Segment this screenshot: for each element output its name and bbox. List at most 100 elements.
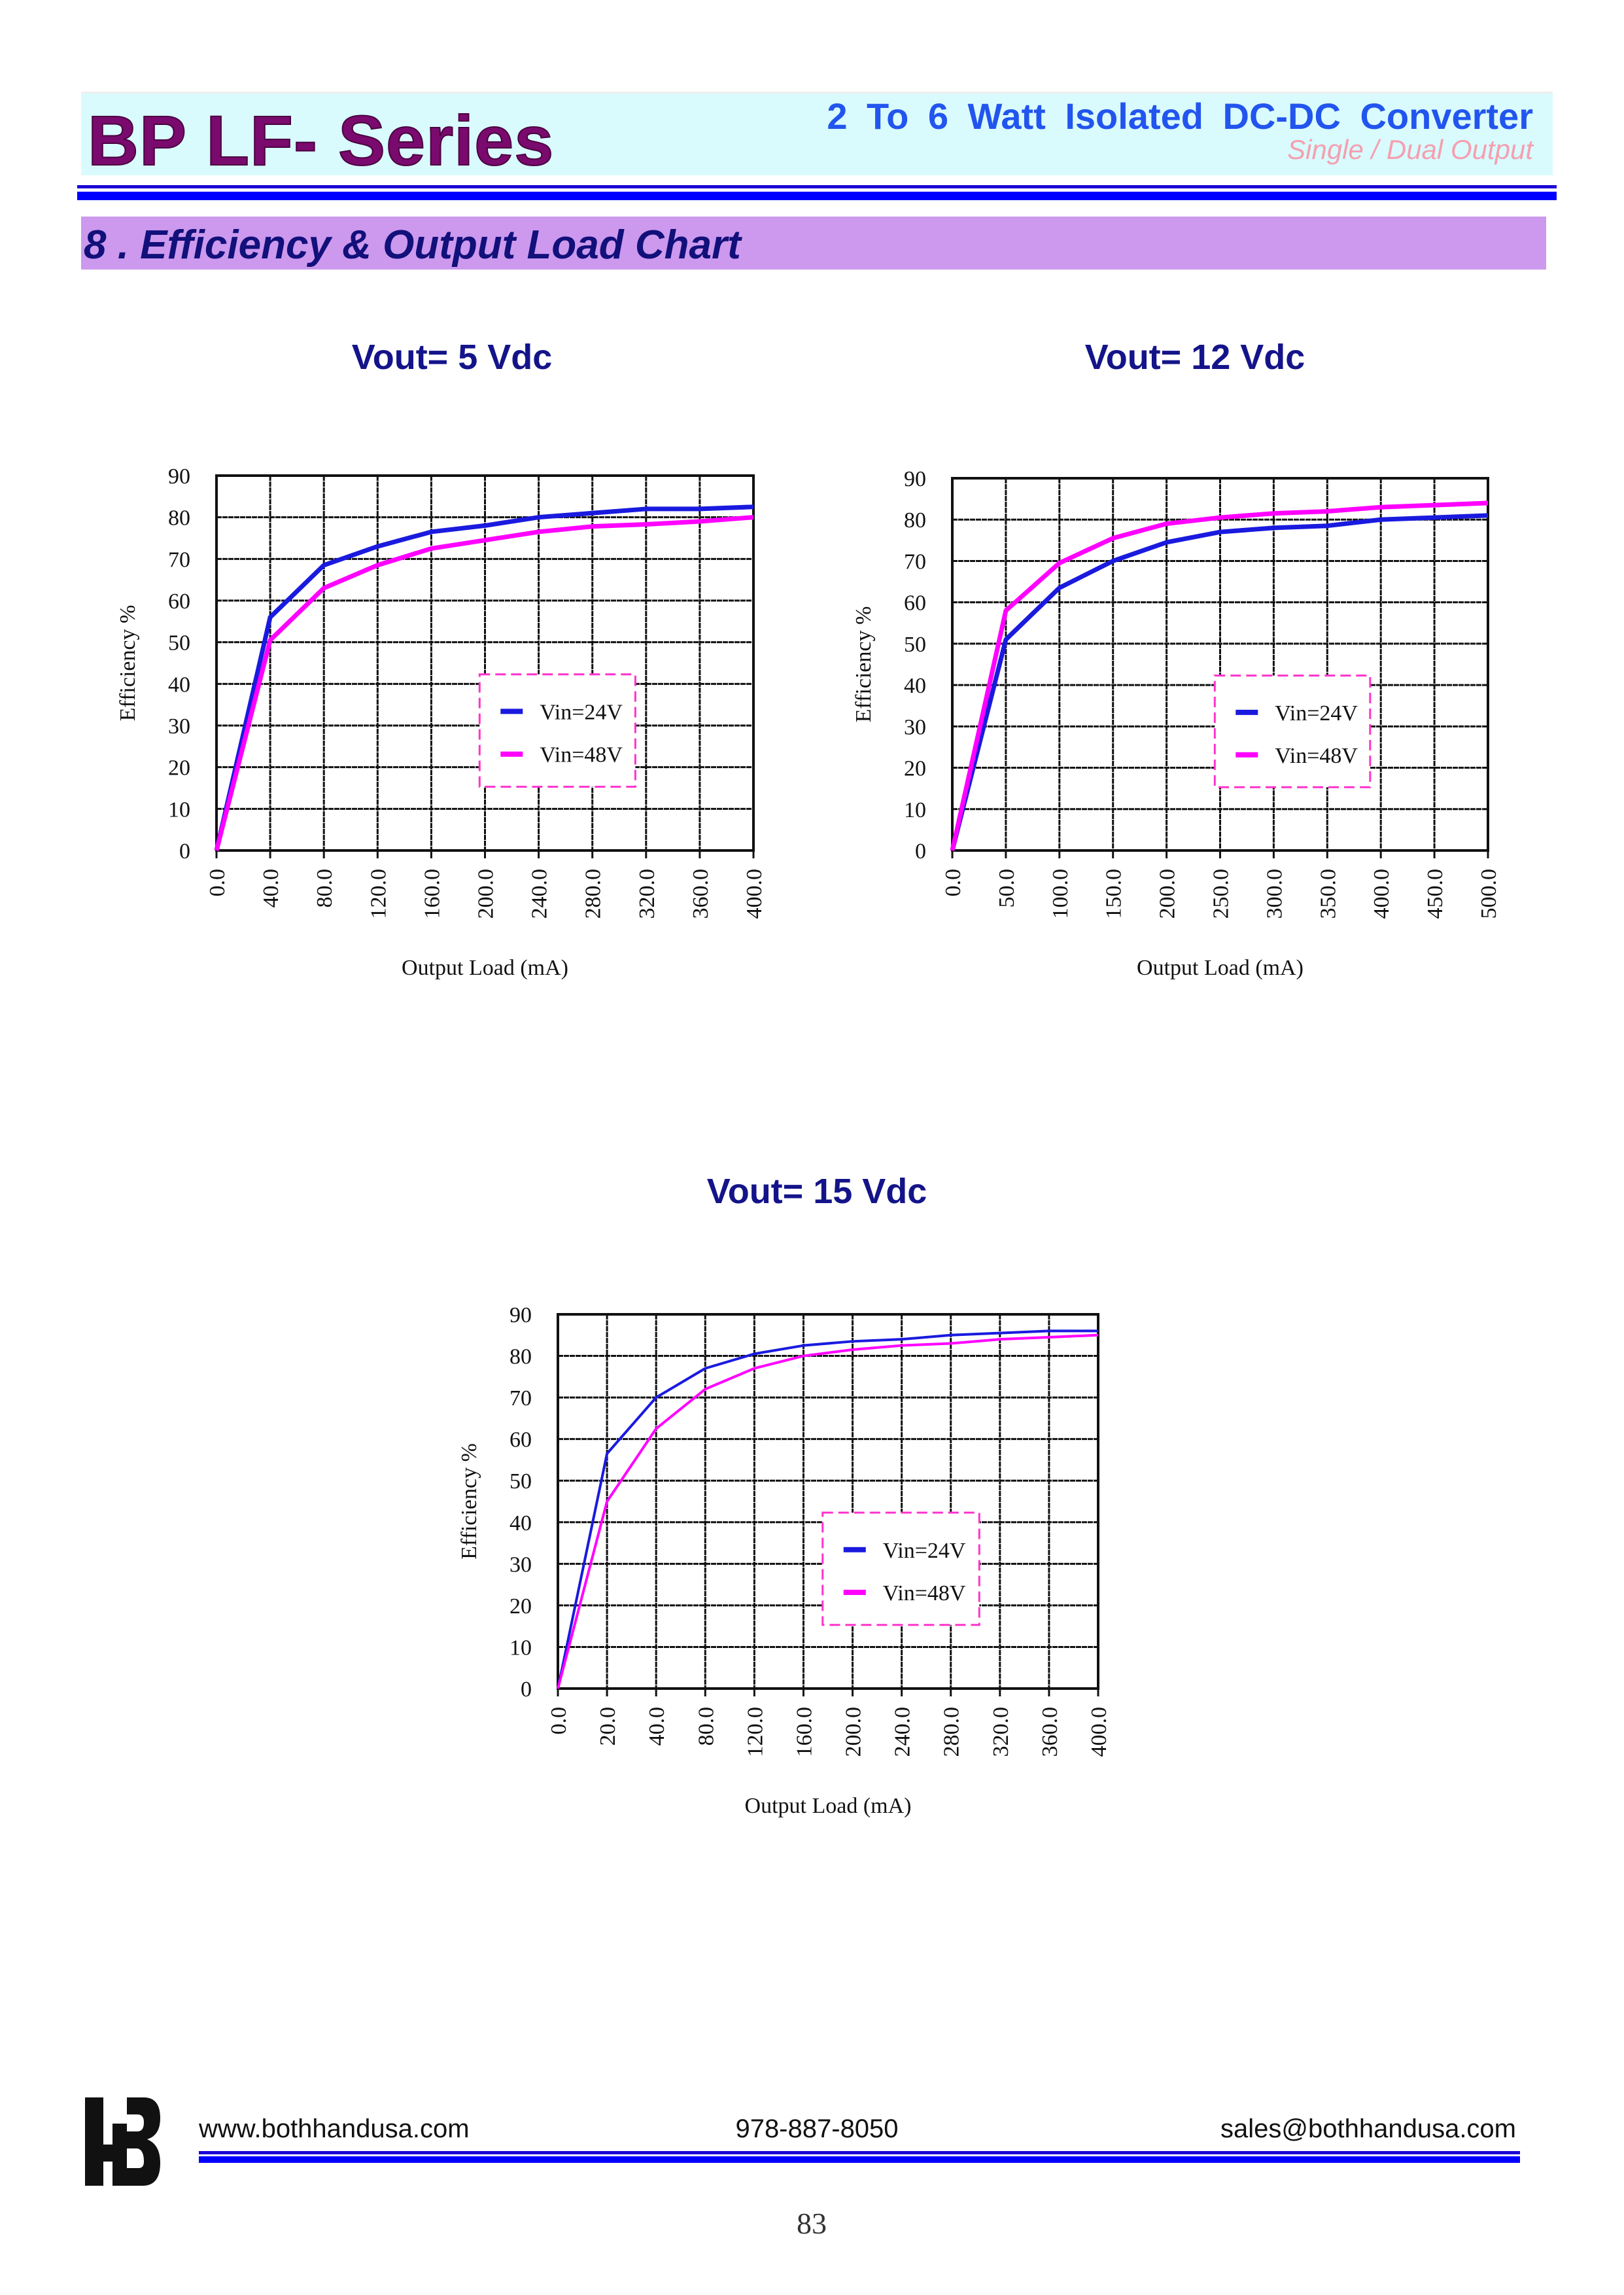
x-axis-label: Output Load (mA) <box>745 1794 912 1818</box>
x-tick-label: 320.0 <box>635 869 659 919</box>
x-tick-label: 0.0 <box>205 869 230 897</box>
chart-title-12v: Vout= 12 Vdc <box>1084 338 1305 377</box>
footer-divider-thin <box>199 2151 1520 2154</box>
y-tick-label: 0 <box>179 839 190 864</box>
footer-email[interactable]: sales@bothhandusa.com <box>1220 2114 1516 2143</box>
y-tick-label: 30 <box>510 1552 532 1577</box>
legend: Vin=24V Vin=48V <box>821 1511 980 1626</box>
y-axis-label: Efficiency % <box>852 606 876 723</box>
y-tick-label: 80 <box>510 1345 532 1369</box>
x-tick-label: 50.0 <box>995 869 1019 908</box>
x-tick-label: 160.0 <box>420 869 444 919</box>
x-tick-label: 200.0 <box>1156 869 1180 919</box>
section-title: 8 . Efficiency & Output Load Chart <box>84 222 741 268</box>
y-tick-label: 60 <box>168 589 190 614</box>
legend: Vin=24V Vin=48V <box>1213 674 1372 788</box>
y-tick-label: 90 <box>904 467 926 491</box>
series-title: BP LF- Series <box>87 101 555 180</box>
efficiency-chart-15v: 0 10 20 30 40 50 60 70 80 90 0.0 20.0 40.0 80.0 120.0 1… <box>457 1303 1111 1818</box>
x-tick-label: 360.0 <box>1038 1707 1062 1757</box>
y-tick-label: 10 <box>168 797 190 822</box>
x-tick-label: 300.0 <box>1262 869 1287 919</box>
header-divider-thin <box>77 185 1557 188</box>
series-line-vin48v <box>557 1333 1099 1689</box>
x-tick-label: 500.0 <box>1477 869 1501 919</box>
x-tick-label: 400.0 <box>1370 869 1394 919</box>
x-tick-label: 360.0 <box>689 869 713 919</box>
x-tick-label: 400.0 <box>1087 1707 1111 1757</box>
legend-label: Vin=24V <box>540 700 623 724</box>
plot-frame <box>557 1313 1099 1690</box>
x-tick-label: 280.0 <box>940 1707 964 1757</box>
x-tick-label: 100.0 <box>1048 869 1073 919</box>
x-tick-label: 80.0 <box>313 869 337 908</box>
footer-website[interactable]: www.bothhandusa.com <box>199 2114 470 2143</box>
y-tick-label: 60 <box>904 591 926 616</box>
y-tick-label: 50 <box>904 633 926 657</box>
x-tick-label: 80.0 <box>694 1707 718 1746</box>
legend-label: Vin=48V <box>1275 744 1358 768</box>
page-number: 83 <box>797 2207 827 2240</box>
y-axis-label: Efficiency % <box>116 605 140 722</box>
legend-label: Vin=48V <box>540 743 623 767</box>
chart-title-15v: Vout= 15 Vdc <box>706 1172 927 1211</box>
x-tick-label: 400.0 <box>742 869 767 919</box>
chart-svg: 0 10 20 30 40 50 60 70 80 90 0.0 40.0 80.0 120.0 160.0… <box>116 464 767 980</box>
x-tick-label: 0.0 <box>941 869 965 897</box>
series-line-vin48v <box>214 515 754 851</box>
product-subtitle: 2 To 6 Watt Isolated DC-DC Converter <box>827 96 1533 137</box>
efficiency-chart-5v: 0 10 20 30 40 50 60 70 80 90 0.0 40.0 80.0 120.0 160.0… <box>116 464 767 980</box>
y-tick-label: 0 <box>915 839 926 864</box>
y-tick-label: 90 <box>510 1303 532 1327</box>
y-tick-label: 40 <box>168 673 190 697</box>
chart-svg: 0 10 20 30 40 50 60 70 80 90 0.0 20.0 40.0 80.0 120.0 1… <box>457 1303 1111 1818</box>
x-axis-label: Output Load (mA) <box>1137 956 1304 980</box>
y-tick-label: 80 <box>168 506 190 531</box>
x-tick-label: 200.0 <box>474 869 498 919</box>
x-tick-label: 200.0 <box>842 1707 866 1757</box>
y-tick-label: 70 <box>168 548 190 572</box>
x-tick-label: 240.0 <box>528 869 552 919</box>
series-line-vin24v <box>557 1329 1098 1689</box>
y-tick-label: 0 <box>521 1677 532 1702</box>
x-tick-label: 0.0 <box>547 1707 571 1735</box>
series-line-vin24v <box>214 504 754 851</box>
x-tick-label: 160.0 <box>792 1707 816 1757</box>
x-tick-label: 120.0 <box>366 869 390 919</box>
x-tick-label: 280.0 <box>581 869 606 919</box>
chart-title-5v: Vout= 5 Vdc <box>351 338 553 377</box>
legend-box <box>1213 674 1372 788</box>
legend-label: Vin=24V <box>883 1539 966 1563</box>
legend: Vin=24V Vin=48V <box>478 673 636 788</box>
header-divider-thick <box>77 192 1557 200</box>
y-tick-label: 40 <box>510 1511 532 1535</box>
x-tick-label: 20.0 <box>596 1707 620 1746</box>
y-tick-label: 30 <box>904 715 926 739</box>
y-tick-label: 10 <box>510 1636 532 1660</box>
y-tick-label: 60 <box>510 1428 532 1452</box>
legend-label: Vin=48V <box>883 1581 966 1605</box>
x-tick-label: 40.0 <box>259 869 283 908</box>
y-tick-label: 10 <box>904 798 926 822</box>
y-tick-label: 40 <box>904 674 926 698</box>
x-tick-label: 250.0 <box>1209 869 1234 919</box>
y-tick-label: 20 <box>510 1594 532 1619</box>
x-tick-label: 40.0 <box>645 1707 669 1746</box>
y-tick-label: 20 <box>168 756 190 780</box>
x-tick-label: 450.0 <box>1423 869 1447 919</box>
y-tick-label: 80 <box>904 508 926 533</box>
y-tick-label: 70 <box>904 550 926 574</box>
y-tick-label: 50 <box>168 631 190 656</box>
y-tick-label: 70 <box>510 1386 532 1410</box>
x-tick-label: 320.0 <box>989 1707 1013 1757</box>
header-banner: BP LF- Series 2 To 6 Watt Isolated DC-DC… <box>81 92 1553 180</box>
legend-label: Vin=24V <box>1275 701 1358 726</box>
x-tick-label: 120.0 <box>743 1707 767 1757</box>
x-axis-label: Output Load (mA) <box>402 956 568 980</box>
output-type: Single / Dual Output <box>1287 134 1533 165</box>
x-tick-label: 150.0 <box>1102 869 1126 919</box>
x-tick-label: 350.0 <box>1316 869 1340 919</box>
legend-box <box>478 673 636 788</box>
y-tick-label: 20 <box>904 757 926 781</box>
footer-divider-thick <box>199 2156 1520 2163</box>
